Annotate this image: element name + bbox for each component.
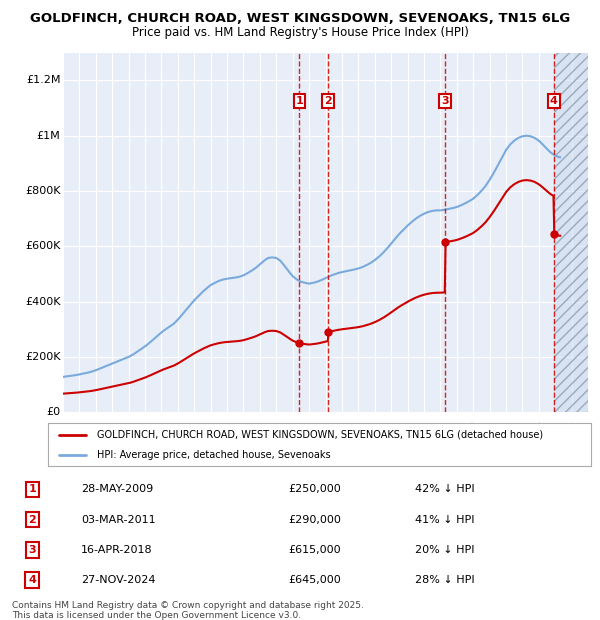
Text: £250,000: £250,000: [289, 484, 341, 494]
Text: £600K: £600K: [25, 241, 61, 251]
Text: £800K: £800K: [25, 186, 61, 196]
Text: £1M: £1M: [37, 131, 61, 141]
Text: 2: 2: [325, 96, 332, 106]
Text: GOLDFINCH, CHURCH ROAD, WEST KINGSDOWN, SEVENOAKS, TN15 6LG: GOLDFINCH, CHURCH ROAD, WEST KINGSDOWN, …: [30, 12, 570, 25]
Text: £645,000: £645,000: [289, 575, 341, 585]
Text: 27-NOV-2024: 27-NOV-2024: [81, 575, 155, 585]
Text: £615,000: £615,000: [289, 545, 341, 555]
Text: 03-MAR-2011: 03-MAR-2011: [81, 515, 156, 525]
Text: 16-APR-2018: 16-APR-2018: [81, 545, 153, 555]
Text: 2: 2: [28, 515, 36, 525]
Text: 41% ↓ HPI: 41% ↓ HPI: [415, 515, 475, 525]
Text: Price paid vs. HM Land Registry's House Price Index (HPI): Price paid vs. HM Land Registry's House …: [131, 26, 469, 39]
Text: £290,000: £290,000: [289, 515, 341, 525]
Text: 3: 3: [442, 96, 449, 106]
Text: 42% ↓ HPI: 42% ↓ HPI: [415, 484, 475, 494]
Text: 1: 1: [296, 96, 304, 106]
Bar: [554, 53, 588, 412]
Text: 28% ↓ HPI: 28% ↓ HPI: [415, 575, 475, 585]
Text: £1.2M: £1.2M: [26, 76, 61, 86]
Text: GOLDFINCH, CHURCH ROAD, WEST KINGSDOWN, SEVENOAKS, TN15 6LG (detached house): GOLDFINCH, CHURCH ROAD, WEST KINGSDOWN, …: [97, 430, 543, 440]
Text: 4: 4: [550, 96, 557, 106]
Text: 4: 4: [28, 575, 36, 585]
Text: Contains HM Land Registry data © Crown copyright and database right 2025.: Contains HM Land Registry data © Crown c…: [12, 601, 364, 611]
Text: 1: 1: [28, 484, 36, 494]
Bar: [554, 53, 588, 412]
Text: 20% ↓ HPI: 20% ↓ HPI: [415, 545, 475, 555]
Text: £200K: £200K: [25, 352, 61, 362]
Text: This data is licensed under the Open Government Licence v3.0.: This data is licensed under the Open Gov…: [12, 611, 301, 620]
Text: 3: 3: [28, 545, 36, 555]
Text: £0: £0: [46, 407, 61, 417]
Text: £400K: £400K: [25, 296, 61, 307]
Text: HPI: Average price, detached house, Sevenoaks: HPI: Average price, detached house, Seve…: [97, 450, 331, 459]
Text: 28-MAY-2009: 28-MAY-2009: [81, 484, 154, 494]
